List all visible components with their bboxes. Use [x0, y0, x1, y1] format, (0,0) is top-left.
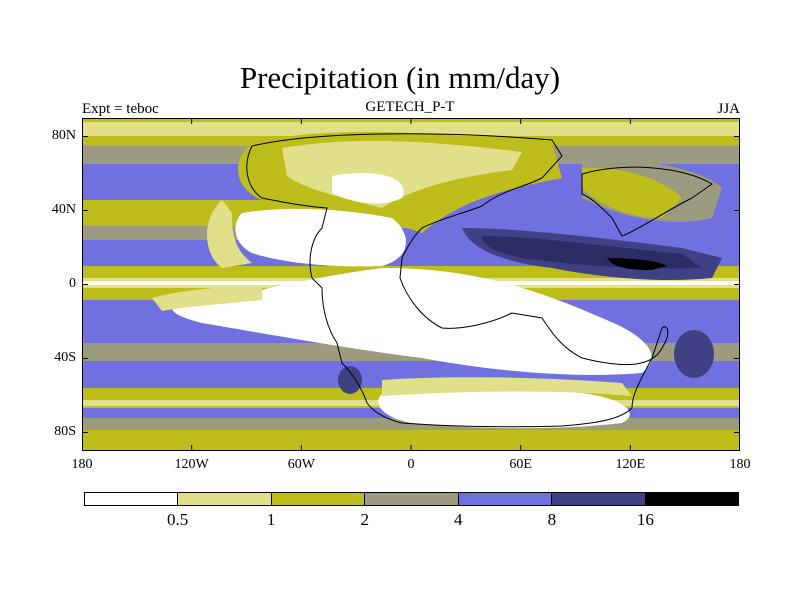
region-antarctic-pale: [382, 377, 632, 396]
lat-tick-label: 80N: [51, 127, 76, 143]
tick-group: [82, 118, 740, 451]
lat-tick-label: 40S: [54, 349, 76, 365]
colorbar-level-label: 0.5: [166, 510, 189, 529]
region-southeast-navy: [674, 330, 714, 378]
lat-tick-label: 0: [69, 275, 76, 291]
lon-tick-label: 180: [729, 457, 751, 472]
precipitation-map: [82, 118, 740, 451]
band-north-polar-pale: [82, 122, 740, 136]
plot-title: Precipitation (in mm/day): [239, 60, 561, 95]
colorbar-level-label: 2: [360, 510, 369, 529]
colorbar-level-label: 4: [454, 510, 463, 529]
region-tropical-north-pale: [207, 200, 252, 268]
colorbar-box: [271, 493, 366, 505]
experiment-label: Expt = teboc: [82, 101, 159, 117]
coastline-pangea: [246, 133, 669, 428]
colorbar-level-label: 1: [266, 510, 276, 529]
region-north-white: [332, 172, 404, 204]
colorbar-box: [85, 493, 179, 505]
region-tethys-black: [607, 258, 667, 270]
dataset-label: GETECH_P-T: [365, 99, 455, 115]
season-label: JJA: [717, 101, 740, 117]
region-south-white: [172, 268, 652, 375]
band-south-polar-olive: [82, 430, 740, 451]
lon-tick-label: 60W: [287, 457, 315, 472]
colorbar-box: [458, 493, 553, 505]
colorbar-box: [552, 493, 646, 505]
colorbar-box: [178, 493, 272, 505]
region-asia-olive: [582, 167, 682, 218]
lon-tick-label: 120W: [174, 457, 209, 472]
region-tropical-north-white: [235, 208, 406, 267]
lon-tick-label: 60E: [509, 457, 532, 472]
lat-tick-label: 40N: [51, 201, 76, 217]
colorbar-box: [645, 493, 738, 505]
colorbar: [84, 492, 739, 506]
lon-tick-label: 120E: [615, 457, 646, 472]
region-southwest-navy: [338, 366, 362, 394]
colorbar-box: [365, 493, 459, 505]
coastline-cimmeria: [581, 166, 713, 237]
colorbar-level-label: 8: [547, 510, 557, 529]
lat-tick-label: 80S: [54, 423, 76, 439]
lon-tick-label: 0: [407, 457, 415, 472]
colorbar-level-label: 16: [636, 510, 654, 529]
lon-tick-label: 180: [71, 457, 93, 472]
graticule-ticks: [82, 118, 740, 451]
region-antarctic-white: [378, 389, 630, 429]
map-svg: [82, 118, 740, 451]
region-south-pale: [152, 286, 262, 311]
region-tethys-dark: [482, 236, 702, 269]
